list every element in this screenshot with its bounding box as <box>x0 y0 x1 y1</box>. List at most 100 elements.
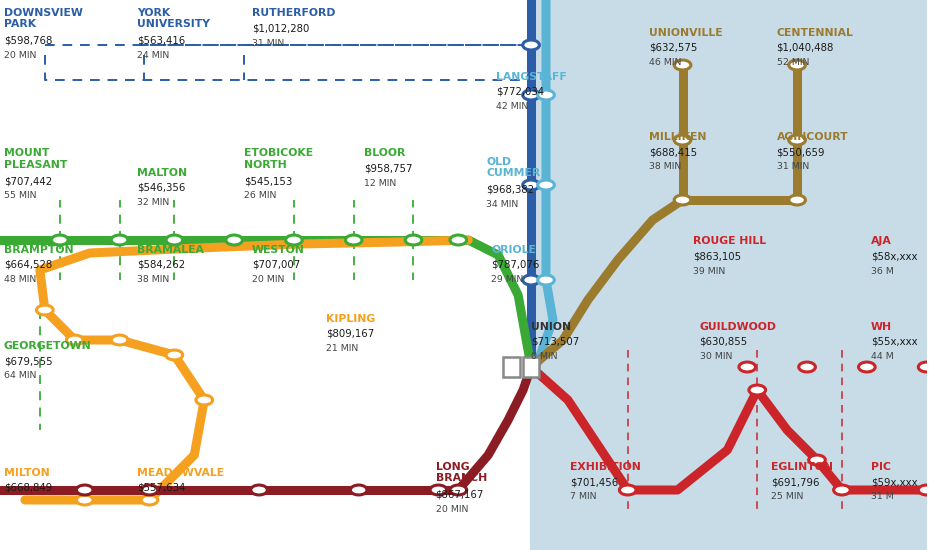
Text: $772,034: $772,034 <box>496 87 544 97</box>
Circle shape <box>538 180 554 190</box>
Circle shape <box>918 362 930 372</box>
Text: $630,855: $630,855 <box>699 337 748 347</box>
Text: $58x,xxx: $58x,xxx <box>871 252 918 262</box>
Text: 31 M: 31 M <box>871 492 894 502</box>
Circle shape <box>674 60 691 70</box>
Circle shape <box>749 385 765 395</box>
Circle shape <box>430 485 446 495</box>
Text: $632,575: $632,575 <box>648 43 697 53</box>
Circle shape <box>523 275 539 285</box>
Text: $688,415: $688,415 <box>648 147 697 157</box>
Text: MOUNT
PLEASANT: MOUNT PLEASANT <box>4 148 67 170</box>
Text: ROUGE HILL: ROUGE HILL <box>693 236 766 246</box>
Text: 55 MIN: 55 MIN <box>4 191 36 200</box>
Text: 32 MIN: 32 MIN <box>137 198 169 207</box>
Polygon shape <box>530 0 926 550</box>
Text: 21 MIN: 21 MIN <box>326 344 358 353</box>
Text: $668,849: $668,849 <box>4 483 52 493</box>
Text: 38 MIN: 38 MIN <box>137 275 169 284</box>
Text: MALTON: MALTON <box>137 168 187 178</box>
Text: 0 MIN: 0 MIN <box>531 352 557 361</box>
Circle shape <box>141 485 158 495</box>
Text: DOWNSVIEW
PARK: DOWNSVIEW PARK <box>4 8 83 30</box>
Circle shape <box>76 495 93 505</box>
Text: 29 MIN: 29 MIN <box>491 275 524 284</box>
Text: $550,659: $550,659 <box>777 147 825 157</box>
Text: EXHIBITION: EXHIBITION <box>570 462 641 472</box>
Text: BLOOR: BLOOR <box>365 148 405 158</box>
Text: 39 MIN: 39 MIN <box>693 267 725 276</box>
Text: ORIOLE: ORIOLE <box>491 245 536 255</box>
Bar <box>503 356 520 377</box>
Circle shape <box>523 40 539 50</box>
Text: $691,796: $691,796 <box>771 477 819 487</box>
Text: 52 MIN: 52 MIN <box>777 58 809 67</box>
Text: 31 MIN: 31 MIN <box>252 39 285 48</box>
Text: 20 MIN: 20 MIN <box>4 51 36 60</box>
Circle shape <box>523 90 539 100</box>
Text: 30 MIN: 30 MIN <box>699 352 732 361</box>
Circle shape <box>538 275 554 285</box>
Text: MILLIKEN: MILLIKEN <box>648 132 706 142</box>
Text: 64 MIN: 64 MIN <box>4 371 36 381</box>
Text: 25 MIN: 25 MIN <box>771 492 804 502</box>
Text: ETOBICOKE
NORTH: ETOBICOKE NORTH <box>244 148 312 170</box>
Text: $55x,xxx: $55x,xxx <box>871 337 918 347</box>
Text: RUTHERFORD: RUTHERFORD <box>252 8 336 18</box>
Circle shape <box>789 195 805 205</box>
Text: 24 MIN: 24 MIN <box>137 51 169 60</box>
Text: 31 MIN: 31 MIN <box>777 162 809 172</box>
Text: OLD
CUMMER: OLD CUMMER <box>486 157 540 178</box>
Circle shape <box>674 135 691 145</box>
Text: LANGSTAFF: LANGSTAFF <box>496 72 566 81</box>
Circle shape <box>226 235 243 245</box>
Text: AJA: AJA <box>871 236 892 246</box>
Text: 20 MIN: 20 MIN <box>435 505 468 514</box>
Text: 34 MIN: 34 MIN <box>486 200 519 208</box>
Text: 46 MIN: 46 MIN <box>648 58 681 67</box>
Text: $546,356: $546,356 <box>137 183 185 193</box>
Circle shape <box>739 362 755 372</box>
Circle shape <box>809 455 825 465</box>
Circle shape <box>619 485 636 495</box>
Text: $1,040,488: $1,040,488 <box>777 43 834 53</box>
Text: YORK
UNIVERSITY: YORK UNIVERSITY <box>137 8 210 30</box>
Text: EGLINTON: EGLINTON <box>771 462 833 472</box>
Text: $584,262: $584,262 <box>137 260 185 270</box>
Circle shape <box>166 350 182 360</box>
Circle shape <box>799 362 816 372</box>
Text: 20 MIN: 20 MIN <box>252 275 285 284</box>
Text: BRAMALEA: BRAMALEA <box>137 245 204 255</box>
Circle shape <box>538 90 554 100</box>
Circle shape <box>166 235 182 245</box>
Circle shape <box>450 485 467 495</box>
Text: BRAMPTON: BRAMPTON <box>4 245 73 255</box>
Text: PIC: PIC <box>871 462 891 472</box>
Text: $867,167: $867,167 <box>435 490 484 499</box>
Text: $557,634: $557,634 <box>137 483 185 493</box>
Circle shape <box>112 235 128 245</box>
Text: 12 MIN: 12 MIN <box>365 179 396 188</box>
Text: $679,555: $679,555 <box>4 356 52 366</box>
Text: $863,105: $863,105 <box>693 252 741 262</box>
Circle shape <box>833 485 850 495</box>
Circle shape <box>674 195 691 205</box>
Text: $968,382: $968,382 <box>486 184 535 194</box>
Text: AGINCOURT: AGINCOURT <box>777 132 848 142</box>
Text: 38 MIN: 38 MIN <box>648 162 681 172</box>
Text: $701,456: $701,456 <box>570 477 618 487</box>
Text: MEADOWVALE: MEADOWVALE <box>137 468 224 477</box>
Circle shape <box>918 485 930 495</box>
Circle shape <box>345 235 362 245</box>
Text: 44 M: 44 M <box>871 352 894 361</box>
Circle shape <box>450 235 467 245</box>
Circle shape <box>405 235 422 245</box>
Text: $563,416: $563,416 <box>137 36 185 46</box>
Text: $707,007: $707,007 <box>252 260 300 270</box>
Text: $598,768: $598,768 <box>4 36 52 46</box>
Text: $713,507: $713,507 <box>531 337 579 347</box>
Circle shape <box>789 135 805 145</box>
Text: LONG
BRANCH: LONG BRANCH <box>435 462 486 483</box>
Text: MILTON: MILTON <box>4 468 49 477</box>
Bar <box>523 356 539 377</box>
